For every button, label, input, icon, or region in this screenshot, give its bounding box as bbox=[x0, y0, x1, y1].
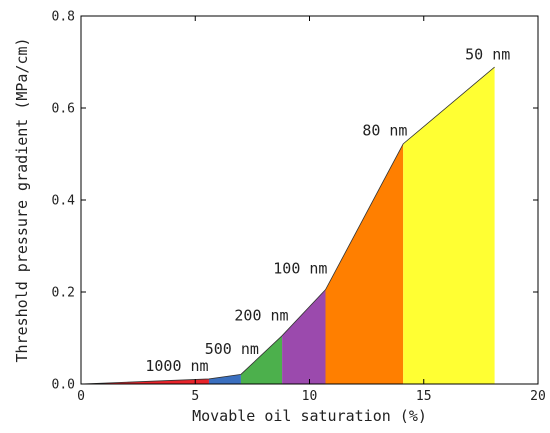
region-label: 80 nm bbox=[362, 122, 407, 140]
x-axis-title: Movable oil saturation (%) bbox=[192, 407, 427, 425]
region-200-nm bbox=[240, 335, 283, 384]
region-50-nm bbox=[403, 67, 495, 384]
region-label: 500 nm bbox=[205, 340, 259, 358]
y-tick-label: 0.2 bbox=[52, 286, 75, 301]
x-tick-label: 15 bbox=[416, 389, 432, 404]
y-tick-label: 0.4 bbox=[52, 194, 76, 209]
axis-ticks: 0 5 10 15 20 0.0 0.2 0.4 0.6 0.8 bbox=[52, 10, 546, 405]
x-tick-label: 0 bbox=[77, 389, 85, 404]
chart-regions bbox=[81, 67, 495, 384]
region-label: 1000 nm bbox=[145, 357, 208, 375]
x-tick-label: 10 bbox=[302, 389, 318, 404]
y-axis-title: Threshold pressure gradient (MPa/cm) bbox=[13, 37, 31, 362]
x-tick-label: 20 bbox=[530, 389, 546, 404]
threshold-curve bbox=[80, 66, 495, 385]
curve-layer bbox=[80, 66, 495, 385]
y-tick-label: 0.6 bbox=[52, 102, 75, 117]
region-80-nm bbox=[325, 143, 404, 384]
y-tick-label: 0.8 bbox=[52, 10, 75, 25]
region-label: 50 nm bbox=[465, 46, 510, 64]
x-tick-label: 5 bbox=[191, 389, 199, 404]
y-tick-label: 0.0 bbox=[52, 378, 75, 393]
region-label: 200 nm bbox=[234, 307, 288, 325]
region-500-nm bbox=[208, 374, 241, 384]
region-label: 100 nm bbox=[273, 260, 327, 278]
region-100-nm bbox=[282, 289, 326, 384]
